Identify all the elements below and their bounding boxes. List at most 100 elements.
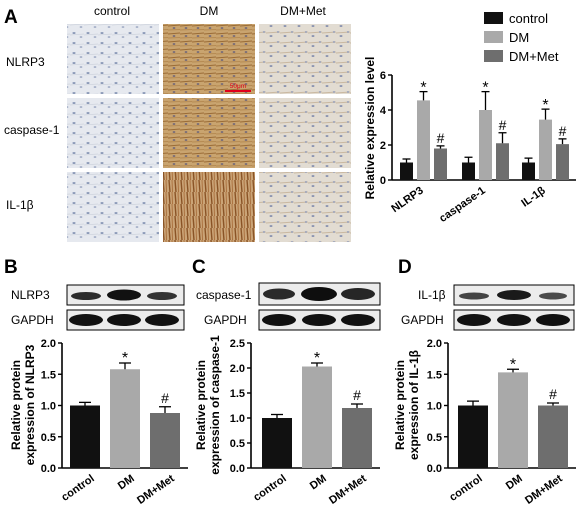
blot-label-caspase-1: caspase-1 [196,288,252,302]
bar-dm-met [342,408,372,468]
legend-swatch [484,31,503,43]
y-axis-label: Relative protein [393,360,407,450]
bar-dm-met [538,405,568,468]
blot-band [107,314,141,326]
significance-marker: * [482,80,488,97]
y-tick-label: 0.5 [41,432,56,444]
bar-dm [539,119,552,180]
x-tick-label: control [447,473,484,504]
ihc-image-nlrp3-control [67,24,159,94]
blot-label-gapdh-d: GAPDH [401,313,444,327]
blot-band [145,314,179,326]
ihc-image-il-1b-control [67,172,159,242]
ihc-image-il-1b-dm [163,172,255,242]
x-tick-label: DM+Met [327,472,369,506]
chart-a-legend: control DM DM+Met [484,11,559,64]
blot-band [262,314,296,326]
ihc-image-nlrp3-dm-met [259,24,351,94]
blot-band [302,314,336,326]
blot-band [69,314,103,326]
significance-marker: # [161,390,169,406]
panel-d: D IL-1β GAPDH 0.0 0.5 1.0 1.5 2.0 control DMD… [393,257,576,507]
blot-band [301,287,337,301]
y-tick-label: 2.0 [230,363,245,375]
western-blot-b [66,284,185,331]
ihc-column-label-control: control [94,4,130,18]
panel-a-ihc: A control DM DM+Met NLRP3 caspase-1 IL-1… [4,4,351,242]
bar-control [400,162,413,180]
y-tick-label: 0.5 [230,438,245,450]
blot-band [147,292,177,300]
ihc-row-label-nlrp3: NLRP3 [6,55,45,69]
y-tick-label: 0.0 [230,463,245,475]
significance-marker: * [510,356,516,373]
x-tick-label: DM [504,473,525,493]
significance-marker: * [122,350,128,367]
y-tick-label: 6 [380,70,386,82]
y-tick-label: 1.5 [427,369,442,381]
x-tick-label: DM [116,473,137,493]
ihc-column-label-dm-met: DM+Met [280,4,326,18]
legend-label: DM [509,30,529,45]
y-tick-label: 0.0 [427,463,442,475]
y-axis-label: expression of NLRP3 [23,344,37,465]
bar-dm [479,110,492,180]
bar-dm [417,100,430,180]
blot-band [263,288,295,300]
blot-band [341,288,375,300]
significance-marker: * [420,80,426,97]
x-tick-label: caspase-1 [437,185,487,225]
bar-dm-met [150,413,180,468]
bar-dm [302,366,332,468]
western-blot-c [258,282,381,331]
blot-band [539,292,567,300]
bar-dm-met [556,144,569,180]
panel-letter-c: C [192,257,206,278]
blot-band [497,290,531,300]
blot-band [107,289,141,301]
bar-control [70,405,100,468]
bar-dm [498,372,528,468]
bar-control [522,162,535,180]
significance-marker: # [549,386,557,402]
blot-band [497,314,531,326]
y-axis-label: Relative protein [194,360,208,450]
blot-band [459,292,489,300]
x-tick-label: NLRP3 [389,185,425,216]
legend-swatch [484,12,503,24]
legend-label: control [509,11,548,26]
ihc-row-label-il-1b: IL-1β [6,198,34,212]
x-tick-label: DM [308,473,329,493]
legend-swatch [484,50,503,62]
y-tick-label: 1.5 [41,369,56,381]
significance-marker: # [559,123,567,139]
x-tick-label: IL-1β [519,184,548,209]
ihc-row-label-caspase-1: caspase-1 [4,123,60,137]
ihc-image-caspase-1-dm-met [259,98,351,168]
y-tick-label: 1.5 [230,388,245,400]
x-tick-label: DM+Met [523,472,565,506]
bar-dm-met [434,148,447,180]
y-tick-label: 1.0 [230,413,245,425]
bar-dm-met [496,143,509,180]
y-tick-label: 0.5 [427,432,442,444]
x-tick-label: DM+Met [135,472,177,506]
chart-a: 0 2 4 6 NLRP3 caspase-1 IL-1β * # * # * # Relative e… [363,11,576,225]
significance-marker: # [437,130,445,146]
bar-control [458,405,488,468]
y-tick-label: 0.0 [41,463,56,475]
y-axis-label: expression of caspase-1 [208,335,222,475]
blot-band [71,292,101,300]
significance-marker: * [314,350,320,367]
y-axis-label: Relative expression level [363,57,377,200]
ihc-image-caspase-1-control [67,98,159,168]
y-tick-label: 2 [380,140,386,152]
bar-dm [110,369,140,468]
ihc-image-il-1b-dm-met [259,172,351,242]
x-tick-label: control [251,473,288,504]
legend-label: DM+Met [509,49,559,64]
ihc-column-label-dm: DM [200,4,219,18]
panel-letter-d: D [398,257,412,278]
significance-marker: # [353,387,361,403]
y-tick-label: 2.0 [427,338,442,350]
